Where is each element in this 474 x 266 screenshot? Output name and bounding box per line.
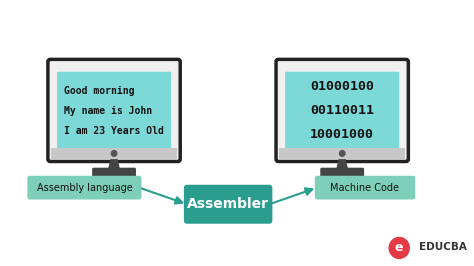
FancyBboxPatch shape: [27, 176, 141, 200]
Text: EDUCBA: EDUCBA: [419, 243, 467, 252]
Text: Assembly language: Assembly language: [36, 183, 132, 193]
Text: Assembler: Assembler: [187, 197, 269, 211]
Text: 10001000: 10001000: [310, 128, 374, 141]
Polygon shape: [108, 159, 120, 169]
Text: 00110011: 00110011: [310, 104, 374, 117]
FancyBboxPatch shape: [276, 59, 408, 161]
Circle shape: [389, 238, 409, 258]
FancyBboxPatch shape: [279, 148, 405, 159]
Text: e: e: [395, 241, 403, 254]
FancyBboxPatch shape: [184, 185, 273, 224]
FancyBboxPatch shape: [48, 59, 180, 161]
FancyBboxPatch shape: [57, 72, 171, 149]
Circle shape: [339, 151, 345, 156]
Text: Machine Code: Machine Code: [330, 183, 400, 193]
FancyBboxPatch shape: [285, 72, 399, 149]
FancyBboxPatch shape: [315, 176, 415, 200]
Circle shape: [111, 151, 117, 156]
FancyBboxPatch shape: [51, 148, 177, 159]
FancyBboxPatch shape: [92, 168, 136, 178]
Text: I am 23 Years Old: I am 23 Years Old: [64, 126, 164, 136]
Polygon shape: [336, 159, 348, 169]
Text: 01000100: 01000100: [310, 80, 374, 93]
Text: My name is John: My name is John: [64, 106, 152, 117]
FancyBboxPatch shape: [320, 168, 364, 178]
Text: Good morning: Good morning: [64, 86, 134, 97]
